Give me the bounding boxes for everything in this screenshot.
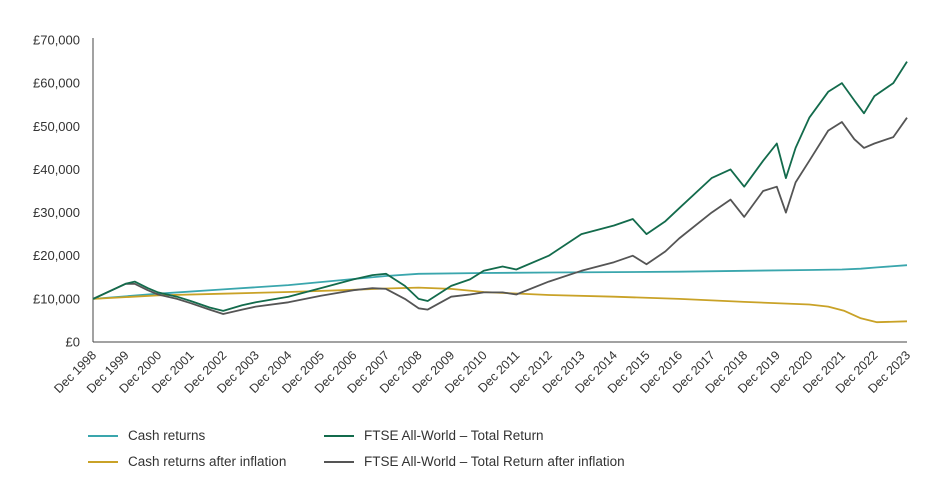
legend-item-ftse-total-return-after-inflation: FTSE All-World – Total Return after infl… (324, 454, 625, 469)
y-tick-label: £30,000 (33, 205, 80, 220)
y-tick-label: £70,000 (33, 33, 80, 48)
legend: Cash returns Cash returns after inflatio… (88, 428, 728, 478)
legend-label-ftse-total-return: FTSE All-World – Total Return (364, 428, 544, 443)
y-tick-label: £50,000 (33, 119, 80, 134)
legend-label-cash-returns: Cash returns (128, 428, 206, 443)
y-tick-label: £20,000 (33, 248, 80, 263)
legend-label-cash-returns-after-inflation: Cash returns after inflation (128, 454, 287, 469)
legend-item-cash-returns-after-inflation: Cash returns after inflation (88, 454, 286, 469)
series-ftse-total-return (92, 61, 908, 312)
legend-swatch-ftse-total-return-after-inflation (324, 460, 354, 463)
series-layer (92, 61, 908, 324)
y-tick-label: £60,000 (33, 76, 80, 91)
series-cash-returns-after-inflation (92, 286, 908, 324)
legend-swatch-cash-returns-after-inflation (88, 460, 118, 463)
series-cash-returns (92, 264, 908, 300)
y-tick-label: £0 (66, 335, 80, 350)
legend-swatch-cash-returns (88, 434, 118, 437)
y-tick-label: £40,000 (33, 162, 80, 177)
y-tick-label: £10,000 (33, 291, 80, 306)
legend-label-ftse-total-return-after-inflation: FTSE All-World – Total Return after infl… (364, 454, 625, 469)
y-axis: £0 £10,000 £20,000 £30,000 £40,000 £50,000 £60… (33, 33, 94, 350)
legend-swatch-ftse-total-return (324, 434, 354, 437)
legend-item-cash-returns: Cash returns (88, 428, 205, 443)
series-ftse-total-return-after-inflation (92, 117, 908, 315)
legend-item-ftse-total-return: FTSE All-World – Total Return (324, 428, 544, 443)
